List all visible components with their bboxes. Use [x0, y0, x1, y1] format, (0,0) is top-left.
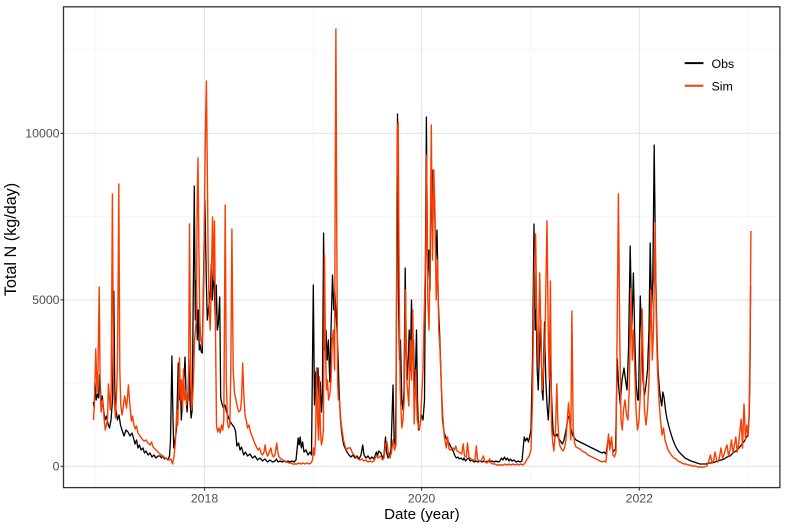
- svg-text:Sim: Sim: [712, 80, 733, 94]
- svg-text:Date (year): Date (year): [384, 506, 460, 523]
- svg-text:2018: 2018: [191, 492, 219, 506]
- svg-text:Total N (kg/day): Total N (kg/day): [2, 183, 20, 296]
- svg-text:10000: 10000: [25, 127, 59, 141]
- svg-text:5000: 5000: [32, 293, 60, 307]
- svg-text:2022: 2022: [626, 492, 654, 506]
- svg-text:0: 0: [53, 460, 60, 474]
- svg-text:Obs: Obs: [712, 57, 735, 71]
- svg-text:2020: 2020: [408, 492, 436, 506]
